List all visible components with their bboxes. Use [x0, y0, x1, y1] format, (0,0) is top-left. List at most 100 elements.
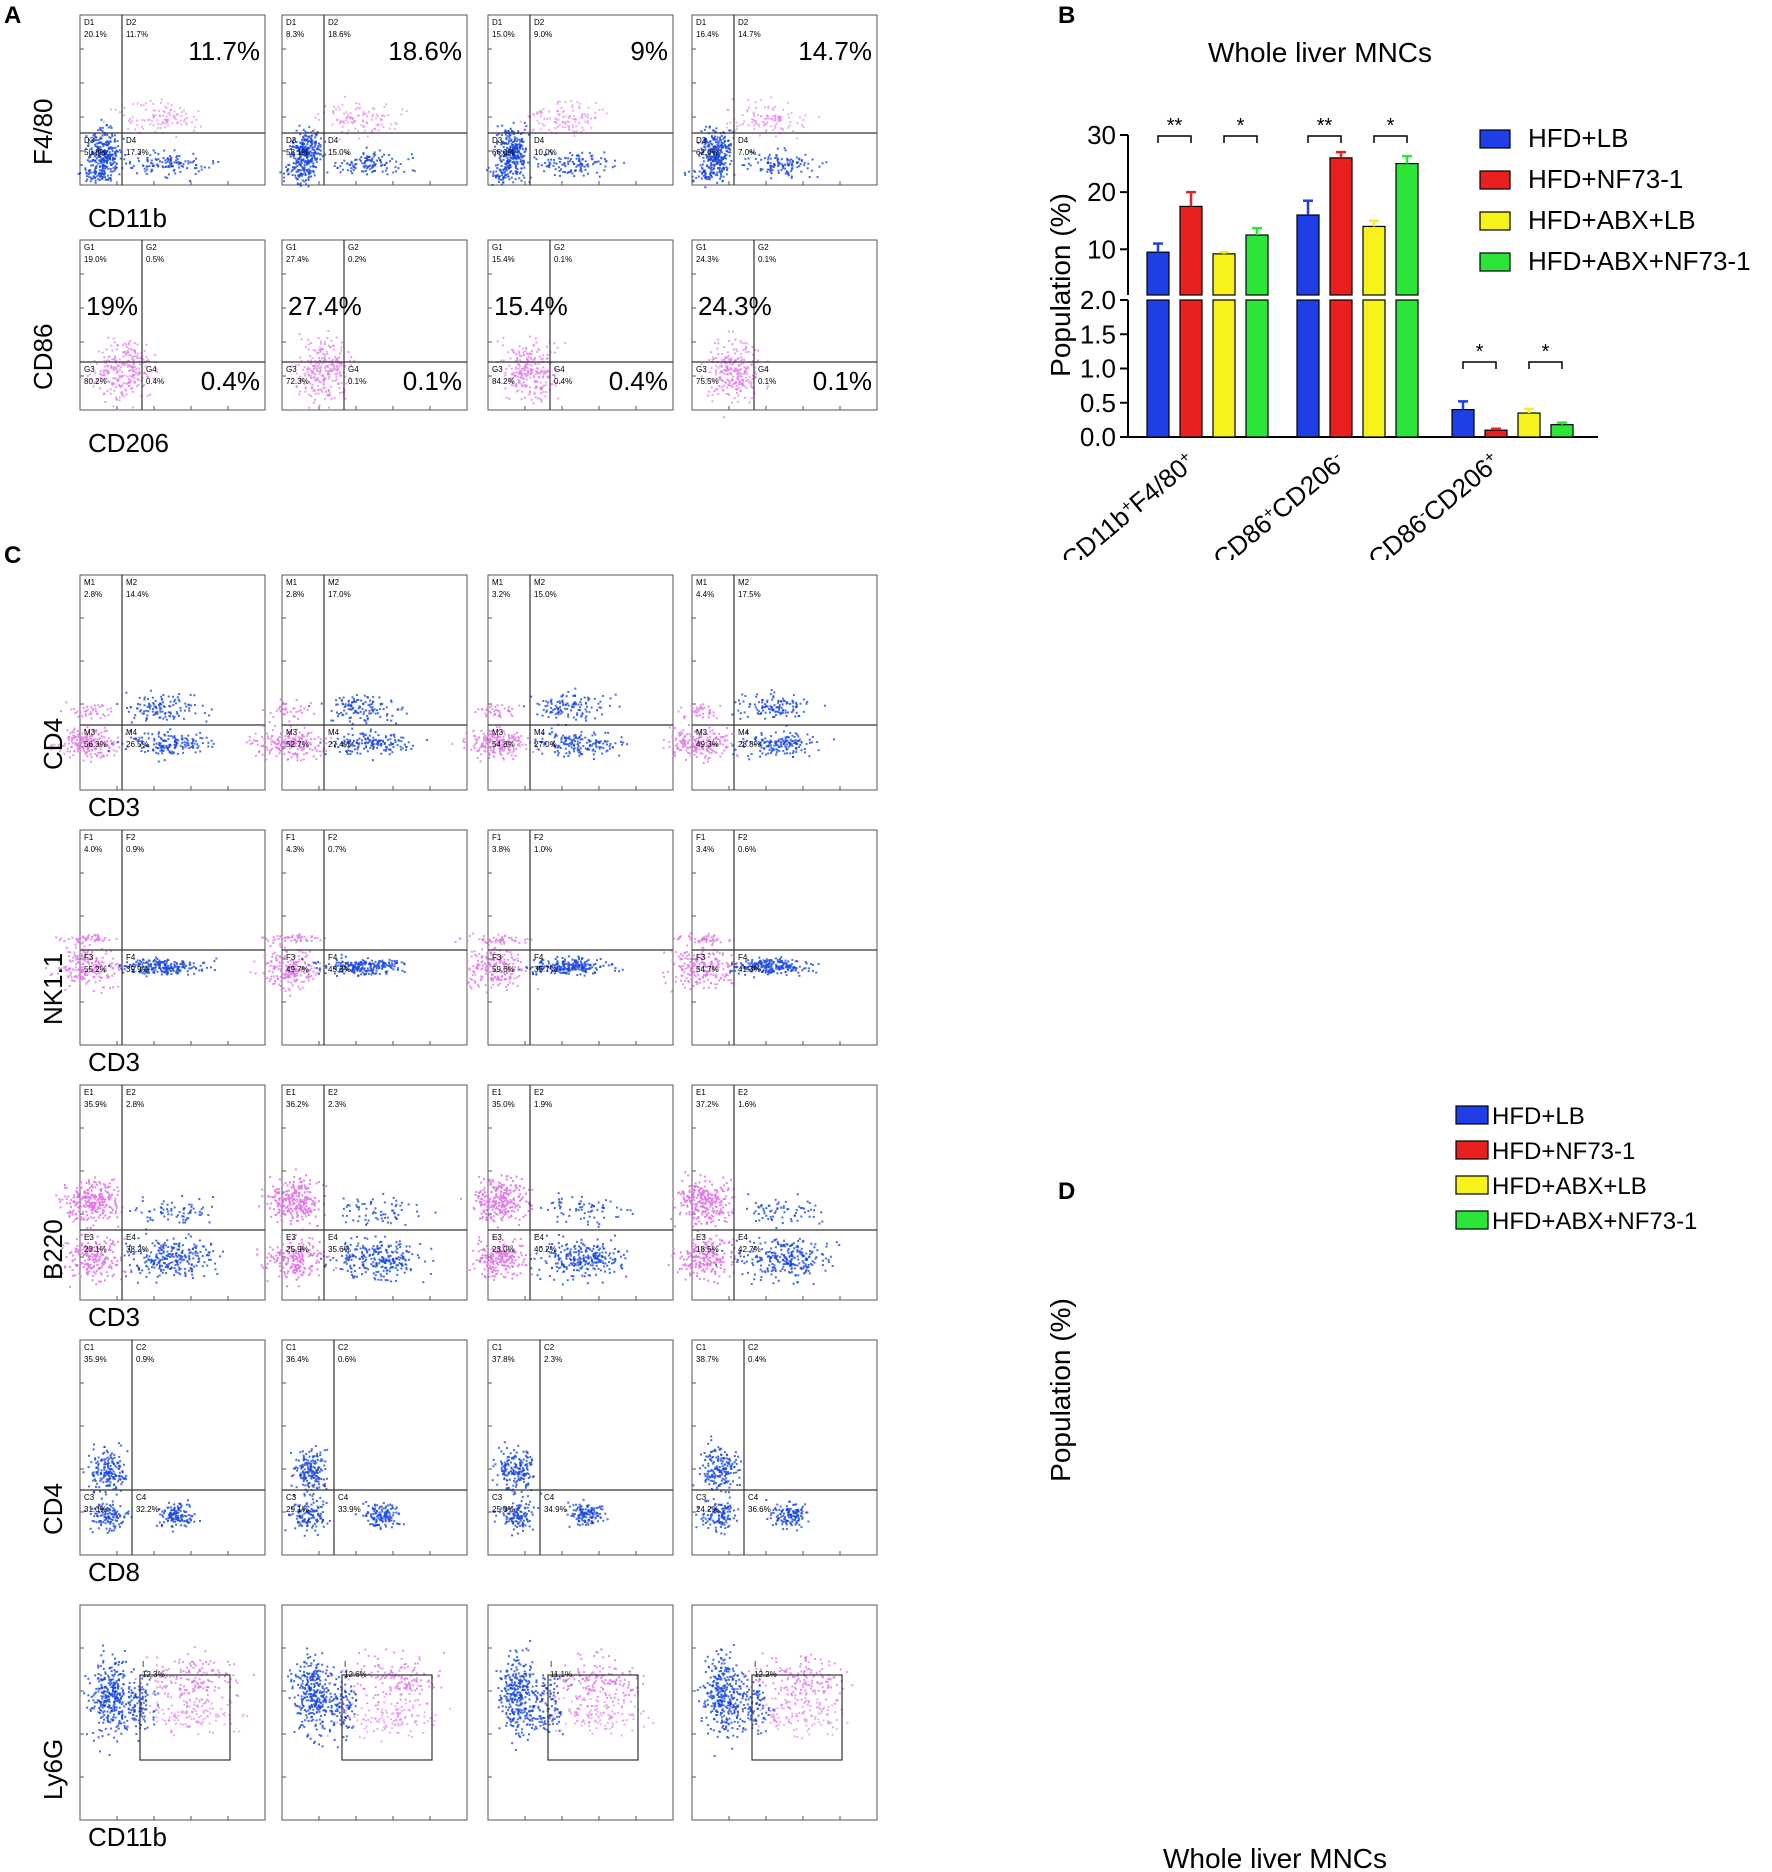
bar	[1146, 251, 1170, 296]
flow-plot: C1 38.7% C2 0.4% C3 24.2% C4 36.6%	[691, 1339, 878, 1556]
quadrant-percent: 26.5%	[126, 740, 149, 749]
bar	[1329, 157, 1353, 296]
bar	[1245, 299, 1269, 438]
quadrant-label: E2	[328, 1088, 338, 1097]
quadrant-label: C3	[696, 1493, 707, 1502]
quadrant-percent: 15.0%	[492, 30, 515, 39]
significance-label: *	[1237, 115, 1245, 137]
quadrant-label: E3	[286, 1233, 296, 1242]
quadrant-percent: 72.3%	[286, 377, 309, 386]
gate-percent: 12.3%	[142, 1670, 165, 1679]
quadrant-label: M4	[126, 728, 138, 737]
quadrant-percent: 42.7%	[738, 1245, 761, 1254]
quadrant-percent: 3.8%	[492, 845, 510, 854]
quadrant-percent: 49.7%	[286, 965, 309, 974]
bar	[1362, 299, 1386, 438]
flow-plot: C1 35.9% C2 0.9% C3 31.0% C4 32.2%	[79, 1339, 266, 1556]
bar	[1362, 225, 1386, 296]
flow-plot: D1 20.1% D2 11.7% D3 50.8% D4 17.3% 11.7%	[77, 14, 266, 186]
quadrant-percent: 34.9%	[544, 1505, 567, 1514]
quadrant-percent: 0.7%	[328, 845, 346, 854]
bar	[1517, 412, 1541, 438]
quadrant-percent: 14.7%	[738, 30, 761, 39]
quadrant-label: E4	[328, 1233, 338, 1242]
plot-frame	[487, 1084, 674, 1301]
gate-percent: 12.2%	[754, 1670, 777, 1679]
quadrant-label: M3	[84, 728, 96, 737]
flow-plot: G1 27.4% G2 0.2% G3 72.3% G4 0.1% 27.4% 0.1%	[281, 239, 468, 412]
plot-frame	[487, 1604, 674, 1821]
y-tick-label: 30	[1087, 120, 1116, 150]
flow-plot: E1 36.2% E2 2.3% E3 25.9% E4 35.6%	[256, 1084, 468, 1301]
quadrant-percent: 31.0%	[84, 1505, 107, 1514]
quadrant-label: E1	[84, 1088, 94, 1097]
quadrant-label: C3	[286, 1493, 297, 1502]
quadrant-percent: 37.8%	[492, 1355, 515, 1364]
quadrant-percent: 84.2%	[492, 377, 515, 386]
quadrant-percent: 35.7%	[534, 965, 557, 974]
quadrant-label: M2	[126, 578, 138, 587]
significance-bracket	[1307, 135, 1342, 143]
quadrant-label: E3	[696, 1233, 706, 1242]
gate-label: I	[754, 1660, 756, 1669]
plot-frame	[691, 829, 878, 1046]
bar	[1146, 299, 1170, 438]
quadrant-label: E1	[696, 1088, 706, 1097]
quadrant-label: D1	[84, 18, 95, 27]
quadrant-percent: 35.0%	[492, 1100, 515, 1109]
plot-frame	[487, 1339, 674, 1556]
y-tick-label: 10	[1087, 234, 1116, 264]
quadrant-label: E4	[738, 1233, 748, 1242]
x-tick-label: CD86+CD206-	[1207, 447, 1351, 560]
legend-label: HFD+ABX+NF73-1	[1528, 246, 1751, 276]
flow-plot: E1 35.0% E2 1.9% E3 23.0% E4 40.2%	[460, 1084, 674, 1301]
flow-plot: E1 35.9% E2 2.8% E3 23.1% E4 38.2%	[55, 1084, 266, 1301]
quadrant-percent: 23.0%	[492, 1245, 515, 1254]
quadrant-percent: 54.7%	[696, 965, 719, 974]
quadrant-percent: 75.5%	[696, 377, 719, 386]
quadrant-label: C2	[136, 1343, 147, 1352]
flow-plot: I12.2%	[691, 1604, 878, 1821]
quadrant-label: F2	[534, 833, 544, 842]
quadrant-percent: 0.6%	[338, 1355, 356, 1364]
quadrant-percent: 36.2%	[286, 1100, 309, 1109]
quadrant-percent: 7.0%	[738, 148, 756, 157]
quadrant-percent: 11.7%	[126, 30, 148, 39]
quadrant-label: D1	[492, 18, 503, 27]
label-part: CD206	[1265, 450, 1346, 525]
quadrant-label: G1	[492, 243, 503, 252]
quadrant-percent: 10.0%	[534, 148, 557, 157]
quadrant-label: F3	[492, 953, 502, 962]
quadrant-percent: 4.0%	[84, 845, 102, 854]
quadrant-label: C1	[696, 1343, 707, 1352]
quadrant-percent: 23.1%	[84, 1245, 107, 1254]
y-tick-label: 2.0	[1080, 285, 1116, 315]
quadrant-label: G2	[348, 243, 359, 252]
highlight-percent: 11.7%	[188, 36, 260, 66]
quadrant-label: M1	[84, 578, 96, 587]
bar	[1212, 299, 1236, 438]
plot-frame	[281, 574, 468, 791]
quadrant-label: G4	[146, 365, 157, 374]
bar	[1296, 214, 1320, 296]
quadrant-percent: 52.7%	[286, 740, 309, 749]
quadrant-percent: 32.2%	[136, 1505, 159, 1514]
quadrant-label: G4	[758, 365, 769, 374]
quadrant-percent: 39.9%	[126, 965, 149, 974]
panel-label-a: A	[4, 2, 22, 29]
highlight-percent: 15.4%	[494, 291, 568, 321]
bar	[1395, 162, 1419, 296]
quadrant-percent: 15.4%	[492, 255, 515, 264]
label-part: CD206	[1417, 453, 1498, 528]
significance-bracket	[1528, 361, 1563, 369]
highlight-percent: 24.3%	[698, 291, 772, 321]
plot-frame	[79, 1604, 266, 1821]
legend-swatch	[1479, 211, 1511, 231]
legend-label: HFD+NF73-1	[1528, 164, 1683, 194]
quadrant-percent: 25.9%	[286, 1245, 309, 1254]
legend-swatch	[1479, 129, 1511, 149]
quadrant-percent: 0.4%	[748, 1355, 766, 1364]
highlight-percent: 0.4%	[609, 366, 668, 396]
significance-bracket	[1223, 135, 1258, 143]
y-tick-label: 1.0	[1080, 354, 1116, 384]
